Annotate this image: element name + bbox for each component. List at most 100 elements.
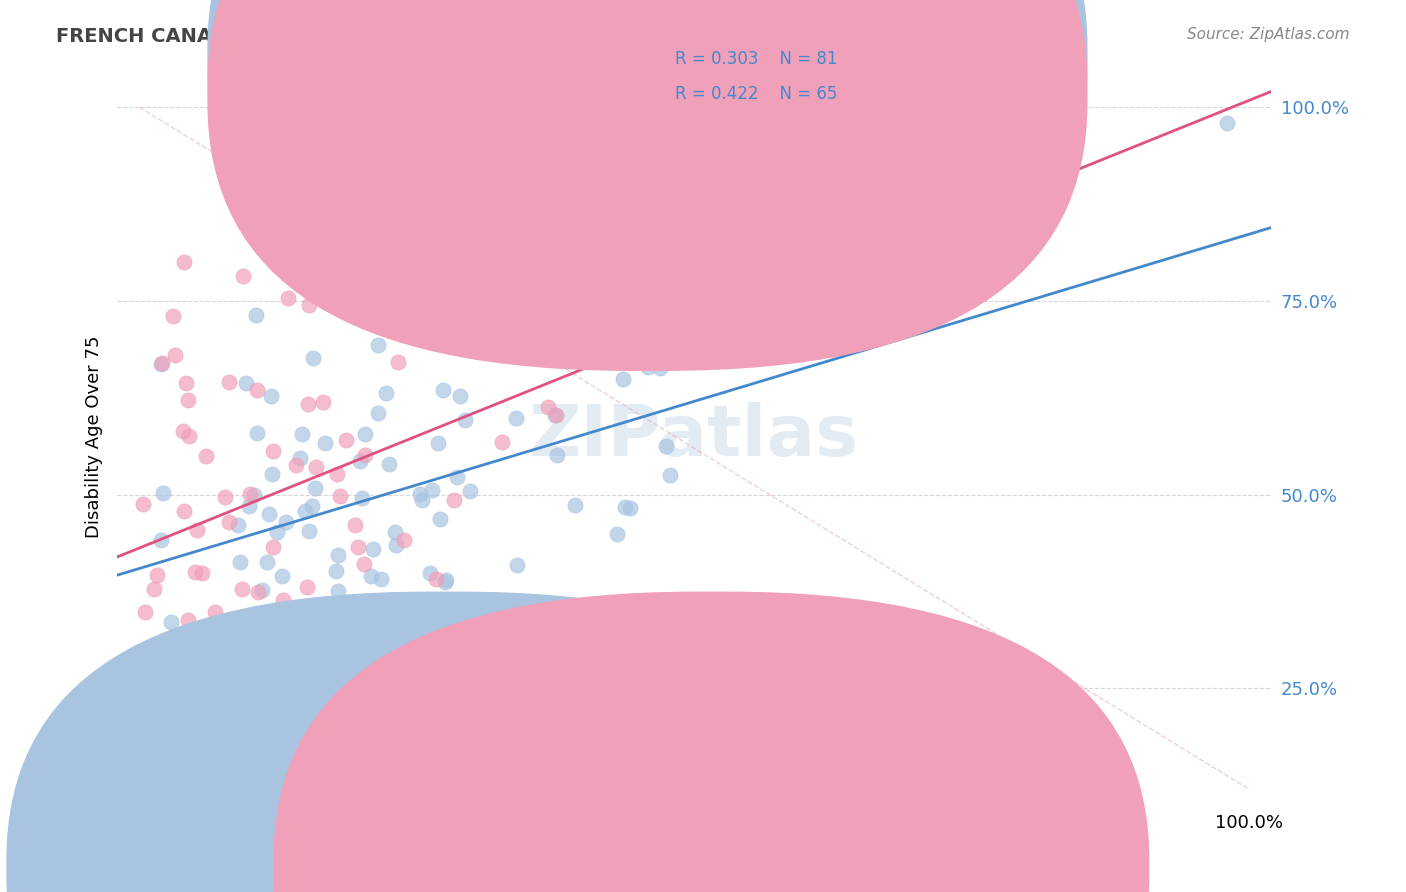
Palestinians — [152, 678, 174, 692]
French Canadians — [266, 524, 288, 539]
French Canadians — [260, 389, 283, 403]
French Canadians — [159, 615, 181, 630]
Palestinians — [152, 681, 174, 695]
French Canadians — [245, 308, 267, 322]
French Canadians — [301, 499, 323, 513]
Palestinians — [271, 593, 294, 607]
Palestinians — [134, 605, 156, 619]
French Canadians — [464, 651, 486, 665]
French Canadians — [385, 538, 408, 552]
Palestinians — [214, 490, 236, 504]
Palestinians — [284, 646, 307, 660]
French Canadians — [256, 555, 278, 569]
Palestinians — [509, 286, 531, 301]
French Canadians — [427, 436, 450, 450]
French Canadians — [184, 696, 207, 710]
Palestinians — [329, 489, 352, 503]
French Canadians — [150, 357, 173, 371]
Palestinians — [184, 650, 207, 665]
Palestinians — [441, 304, 464, 318]
Palestinians — [173, 504, 195, 518]
Palestinians — [172, 424, 194, 438]
Palestinians — [179, 428, 201, 442]
Palestinians — [246, 585, 269, 599]
French Canadians — [235, 376, 257, 390]
Palestinians — [335, 433, 357, 447]
Palestinians — [394, 533, 416, 547]
Palestinians — [260, 607, 283, 621]
Text: R = 0.303    N = 81: R = 0.303 N = 81 — [675, 50, 838, 68]
French Canadians — [360, 569, 382, 583]
French Canadians — [437, 613, 460, 627]
French Canadians — [378, 457, 401, 471]
French Canadians — [658, 467, 681, 482]
Palestinians — [295, 580, 318, 594]
Palestinians — [312, 395, 335, 409]
Palestinians — [163, 348, 186, 362]
Palestinians — [204, 605, 226, 619]
Palestinians — [343, 517, 366, 532]
French Canadians — [250, 582, 273, 597]
French Canadians — [477, 300, 499, 314]
French Canadians — [505, 410, 527, 425]
Palestinians — [347, 540, 370, 554]
French Canadians — [420, 483, 443, 497]
Palestinians — [304, 459, 326, 474]
Palestinians — [131, 496, 153, 510]
French Canadians — [353, 427, 375, 442]
Palestinians — [544, 409, 567, 423]
Palestinians — [143, 717, 166, 731]
French Canadians — [606, 526, 628, 541]
Palestinians — [326, 467, 349, 481]
Palestinians — [191, 566, 214, 581]
French Canadians — [612, 372, 634, 386]
Palestinians — [186, 523, 208, 537]
French Canadians — [288, 451, 311, 466]
Palestinians — [177, 614, 200, 628]
French Canadians — [544, 408, 567, 422]
French Canadians — [432, 383, 454, 397]
French Canadians — [384, 524, 406, 539]
Palestinians — [224, 618, 246, 632]
French Canadians — [613, 500, 636, 514]
Text: Source: ZipAtlas.com: Source: ZipAtlas.com — [1187, 27, 1350, 42]
Palestinians — [425, 572, 447, 586]
French Canadians — [259, 508, 281, 522]
French Canadians — [343, 622, 366, 636]
French Canadians — [564, 499, 586, 513]
French Canadians — [260, 467, 283, 482]
French Canadians — [763, 327, 786, 342]
French Canadians — [314, 436, 336, 450]
French Canadians — [408, 487, 430, 501]
Text: FRENCH CANADIAN VS PALESTINIAN DISABILITY AGE OVER 75 CORRELATION CHART: FRENCH CANADIAN VS PALESTINIAN DISABILIT… — [56, 27, 972, 45]
French Canadians — [352, 491, 374, 505]
French Canadians — [274, 515, 297, 529]
French Canadians — [304, 481, 326, 495]
French Canadians — [361, 541, 384, 556]
French Canadians — [226, 518, 249, 533]
Palestinians — [194, 450, 217, 464]
Palestinians — [561, 289, 583, 303]
French Canadians — [546, 448, 568, 462]
French Canadians — [686, 326, 709, 341]
French Canadians — [150, 533, 173, 548]
French Canadians — [534, 343, 557, 357]
French Canadians — [349, 454, 371, 468]
Palestinians — [150, 356, 173, 370]
French Canadians — [1215, 116, 1237, 130]
French Canadians — [325, 564, 347, 578]
Palestinians — [231, 582, 253, 597]
Palestinians — [176, 392, 198, 407]
French Canadians — [229, 555, 252, 569]
French Canadians — [454, 412, 477, 426]
French Canadians — [352, 601, 374, 615]
French Canadians — [374, 386, 396, 401]
Palestinians — [246, 383, 269, 397]
French Canadians — [433, 575, 456, 590]
French Canadians — [449, 389, 471, 403]
Text: Palestinians: Palestinians — [766, 852, 865, 870]
French Canadians — [619, 500, 641, 515]
French Canadians — [648, 360, 671, 375]
French Canadians — [370, 572, 392, 586]
Palestinians — [537, 400, 560, 414]
